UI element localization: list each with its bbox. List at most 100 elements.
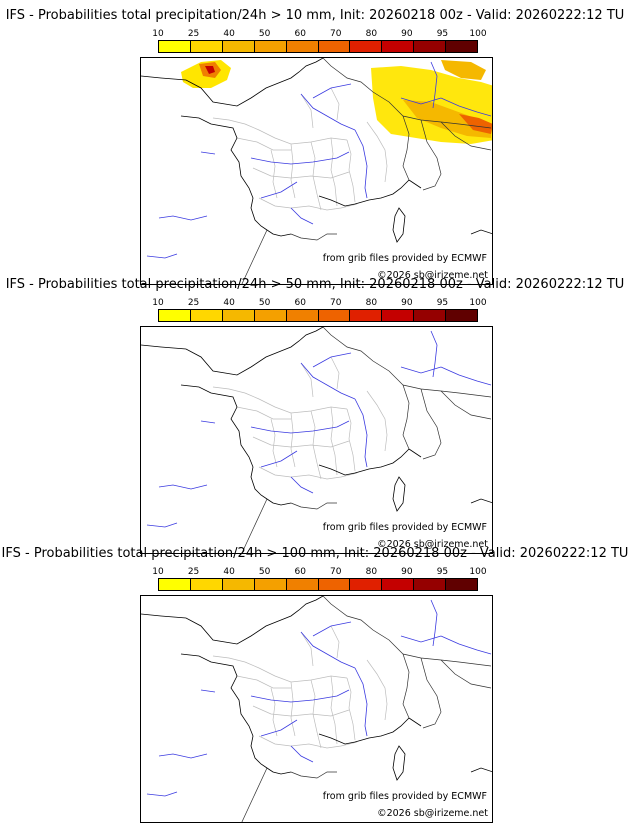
coastline — [141, 327, 422, 506]
colorbar-segment — [382, 579, 415, 590]
colorbar-segment — [286, 579, 319, 590]
colorbar-tick-label: 50 — [258, 567, 271, 577]
colorbar — [158, 578, 478, 591]
panel-title: IFS - Probabilities total precipitation/… — [5, 277, 625, 292]
colorbar — [158, 40, 478, 53]
colorbar-segment — [446, 41, 478, 52]
colorbar-segment — [254, 41, 287, 52]
colorbar-segment — [414, 41, 447, 52]
country-borders — [241, 58, 492, 284]
colorbar-tick-label: 10 — [152, 29, 164, 39]
source-credit: from grib files provided by ECMWF — [322, 522, 487, 533]
colorbar-tick-label: 90 — [401, 567, 413, 577]
colorbar-segment — [318, 310, 351, 321]
colorbar-segment — [254, 310, 287, 321]
source-credit: from grib files provided by ECMWF — [322, 253, 487, 264]
colorbar-tick-label: 95 — [436, 29, 449, 39]
rivers — [146, 599, 492, 797]
copyright-credit: ©2026 sb@irizeme.net — [377, 808, 488, 819]
panel-title: IFS - Probabilities total precipitation/… — [1, 546, 629, 561]
precip-map: from grib files provided by ECMWF ©2026 … — [140, 595, 493, 823]
map-svg — [141, 596, 492, 822]
copyright-credit: ©2026 sb@irizeme.net — [377, 539, 488, 550]
department-boundaries — [212, 356, 388, 480]
italy-coast — [470, 767, 492, 773]
colorbar-segment — [350, 310, 383, 321]
colorbar-tick-label: 80 — [365, 298, 378, 308]
source-credit: from grib files provided by ECMWF — [322, 791, 487, 802]
country-borders — [241, 596, 492, 822]
precip-area-alps-core — [403, 100, 491, 138]
colorbar-segment — [350, 41, 383, 52]
colorbar-segment — [414, 579, 447, 590]
copyright-credit: ©2026 sb@irizeme.net — [377, 270, 488, 281]
colorbar-segment — [190, 41, 223, 52]
colorbar-ticks: 10 25 40 50 60 70 80 90 95 100 — [152, 29, 486, 40]
colorbar-tick-label: 90 — [401, 298, 413, 308]
colorbar-segment — [222, 41, 255, 52]
department-boundaries — [212, 625, 388, 749]
colorbar-segment — [159, 310, 191, 321]
colorbar-segment — [286, 41, 319, 52]
rivers — [146, 61, 492, 259]
colorbar-tick-label: 60 — [294, 29, 306, 39]
coastline — [141, 596, 422, 775]
colorbar-segment — [159, 579, 191, 590]
corsica-outline — [392, 745, 406, 781]
colorbar-segment — [286, 310, 319, 321]
colorbar-tick-label: 70 — [330, 298, 342, 308]
colorbar-tick-label: 100 — [469, 29, 487, 39]
colorbar-ticks: 10 25 40 50 60 70 80 90 95 100 — [152, 298, 486, 309]
colorbar-tick-label: 50 — [258, 29, 271, 39]
precip-area-alps-peak — [459, 114, 492, 134]
colorbar-segment — [190, 579, 223, 590]
panel-50mm: IFS - Probabilities total precipitation/… — [0, 277, 630, 554]
coastline — [141, 58, 422, 237]
colorbar-tick-label: 100 — [469, 298, 487, 308]
precip-map: from grib files provided by ECMWF ©2026 … — [140, 57, 493, 285]
corsica-outline — [392, 207, 406, 243]
colorbar-segment — [254, 579, 287, 590]
colorbar-tick-label: 60 — [294, 567, 306, 577]
colorbar-segment — [350, 579, 383, 590]
map-svg — [141, 327, 492, 553]
colorbar-segment — [446, 310, 478, 321]
colorbar-tick-label: 60 — [294, 298, 306, 308]
colorbar-tick-label: 80 — [365, 567, 378, 577]
colorbar-segment — [382, 310, 415, 321]
rivers — [146, 330, 492, 528]
colorbar-segment — [318, 579, 351, 590]
colorbar-segment — [159, 41, 191, 52]
italy-coast — [470, 229, 492, 235]
precip-area-north-east — [441, 60, 486, 80]
colorbar-segment — [318, 41, 351, 52]
colorbar-segment — [414, 310, 447, 321]
panel-10mm: IFS - Probabilities total precipitation/… — [0, 8, 630, 285]
colorbar-tick-label: 40 — [223, 567, 235, 577]
colorbar-tick-label: 95 — [436, 567, 449, 577]
colorbar-segment — [446, 579, 478, 590]
colorbar-tick-label: 25 — [187, 567, 200, 577]
colorbar-ticks: 10 25 40 50 60 70 80 90 95 100 — [152, 567, 486, 578]
corsica-outline — [392, 476, 406, 512]
italy-coast — [470, 498, 492, 504]
panel-100mm: IFS - Probabilities total precipitation/… — [0, 546, 630, 823]
colorbar-segment — [222, 579, 255, 590]
colorbar-tick-label: 95 — [436, 298, 449, 308]
colorbar-segment — [382, 41, 415, 52]
colorbar-tick-label: 10 — [152, 298, 164, 308]
map-svg — [141, 58, 492, 284]
colorbar-tick-label: 25 — [187, 298, 200, 308]
colorbar-tick-label: 70 — [330, 29, 342, 39]
colorbar-segment — [222, 310, 255, 321]
colorbar-tick-label: 80 — [365, 29, 378, 39]
precip-area-wales-peak — [205, 66, 215, 74]
colorbar-tick-label: 70 — [330, 567, 342, 577]
country-borders — [241, 327, 492, 553]
colorbar-tick-label: 40 — [223, 298, 235, 308]
department-boundaries — [212, 87, 388, 211]
colorbar-tick-label: 10 — [152, 567, 164, 577]
colorbar-tick-label: 40 — [223, 29, 235, 39]
colorbar-tick-label: 100 — [469, 567, 487, 577]
colorbar — [158, 309, 478, 322]
